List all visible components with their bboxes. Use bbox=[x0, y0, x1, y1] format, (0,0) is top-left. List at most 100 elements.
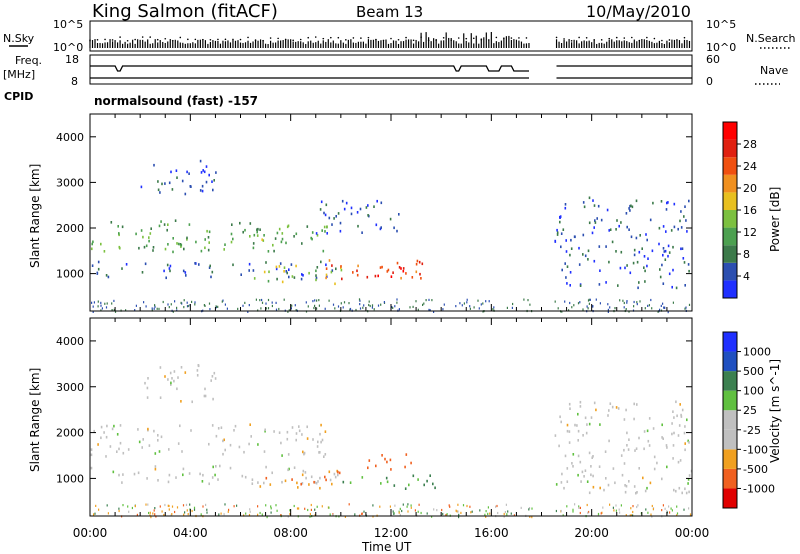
ground-scatter-cell bbox=[383, 301, 385, 304]
ground-scatter-cell bbox=[288, 309, 290, 312]
ground-scatter-cell bbox=[587, 511, 589, 514]
echo-cell bbox=[249, 423, 251, 426]
echo-cell bbox=[633, 253, 636, 257]
echo-cell bbox=[188, 472, 191, 475]
echo-cell bbox=[579, 405, 582, 408]
nsearch-point bbox=[638, 39, 641, 42]
echo-cell bbox=[615, 406, 618, 409]
echo-cell bbox=[562, 228, 565, 231]
echo-cell bbox=[576, 424, 578, 427]
echo-cell bbox=[306, 225, 309, 228]
echo-cell bbox=[381, 454, 383, 457]
ground-scatter-cell bbox=[484, 513, 486, 516]
nave-tick-low: 0 bbox=[706, 75, 713, 88]
ground-scatter-cell bbox=[193, 506, 196, 509]
echo-cell bbox=[620, 221, 622, 224]
ground-scatter-cell bbox=[531, 516, 533, 519]
ground-scatter-cell bbox=[145, 503, 147, 506]
echo-cell bbox=[357, 224, 359, 228]
ground-scatter-cell bbox=[393, 512, 395, 515]
ground-scatter-cell bbox=[205, 503, 207, 506]
ground-scatter-cell bbox=[95, 504, 97, 507]
echo-cell bbox=[573, 235, 576, 238]
echo-cell bbox=[561, 268, 563, 272]
ground-scatter-cell bbox=[368, 300, 370, 303]
ground-scatter-cell bbox=[371, 304, 374, 307]
ground-scatter-cell bbox=[377, 304, 380, 307]
ground-scatter-cell bbox=[183, 513, 185, 516]
x-tick-label: 04:00 bbox=[173, 526, 208, 540]
velocity-panel-frame bbox=[89, 317, 693, 517]
echo-cell bbox=[177, 242, 180, 246]
ground-scatter-cell bbox=[457, 503, 459, 506]
echo-cell bbox=[324, 430, 327, 433]
ground-scatter-cell bbox=[636, 301, 638, 304]
echo-cell bbox=[311, 237, 313, 241]
nsearch-point bbox=[600, 39, 603, 41]
ground-scatter-cell bbox=[170, 514, 172, 517]
power-colorbar-swatch bbox=[723, 139, 737, 158]
ground-scatter-cell bbox=[578, 506, 580, 509]
echo-cell bbox=[672, 268, 674, 272]
echo-cell bbox=[350, 206, 353, 210]
ground-scatter-cell bbox=[676, 505, 678, 508]
echo-cell bbox=[208, 241, 210, 244]
ground-scatter-cell bbox=[168, 504, 170, 508]
echo-cell bbox=[374, 274, 377, 278]
echo-cell bbox=[158, 224, 161, 228]
ground-scatter-cell bbox=[92, 310, 94, 313]
nsky-label: N.Sky bbox=[3, 32, 35, 45]
echo-cell bbox=[122, 473, 124, 476]
ground-scatter-cell bbox=[469, 505, 471, 508]
ground-scatter-cell bbox=[368, 303, 370, 307]
echo-cell bbox=[688, 441, 690, 444]
ground-scatter-cell bbox=[276, 509, 278, 512]
echo-cell bbox=[619, 266, 622, 270]
nsearch-point bbox=[247, 36, 249, 39]
ground-scatter-cell bbox=[471, 510, 473, 513]
echo-cell bbox=[665, 230, 667, 233]
echo-cell bbox=[588, 196, 591, 200]
x-tick-label: 00:00 bbox=[73, 526, 108, 540]
echo-cell bbox=[593, 204, 596, 207]
echo-cell bbox=[646, 238, 648, 242]
echo-cell bbox=[205, 165, 208, 168]
echo-cell bbox=[678, 424, 681, 427]
echo-cell bbox=[643, 255, 646, 258]
echo-cell bbox=[638, 467, 640, 470]
echo-cell bbox=[315, 278, 317, 282]
ground-scatter-cell bbox=[206, 508, 208, 511]
echo-cell bbox=[653, 455, 656, 459]
echo-cell bbox=[566, 480, 569, 483]
velocity-colorbar-swatch bbox=[723, 488, 737, 508]
ground-scatter-cell bbox=[98, 508, 100, 511]
velocity-colorbar: -1000 -500 -100 -25 25 100 500 1000 bbox=[722, 331, 775, 509]
ground-scatter-cell bbox=[473, 306, 475, 309]
echo-cell bbox=[386, 270, 389, 273]
echo-cell bbox=[300, 277, 303, 281]
ground-scatter-cell bbox=[609, 306, 611, 309]
echo-cell bbox=[581, 470, 584, 474]
echo-cell bbox=[680, 226, 683, 229]
nsearch-point bbox=[593, 39, 595, 41]
echo-cell bbox=[559, 415, 561, 419]
echo-cell bbox=[164, 182, 166, 185]
echo-cell bbox=[569, 271, 572, 274]
nsearch-point bbox=[472, 37, 475, 40]
echo-cell bbox=[219, 464, 221, 468]
echo-cell bbox=[248, 269, 250, 272]
nsearch-point bbox=[141, 36, 144, 38]
ground-scatter-cell bbox=[168, 306, 170, 309]
echo-cell bbox=[281, 454, 283, 457]
echo-cell bbox=[620, 250, 623, 254]
echo-cell bbox=[169, 371, 172, 375]
echo-cell bbox=[202, 169, 204, 172]
ground-scatter-cell bbox=[660, 304, 662, 307]
ground-scatter-cell bbox=[684, 307, 686, 310]
echo-cell bbox=[145, 244, 148, 248]
echo-cell bbox=[356, 269, 358, 273]
ground-scatter-cell bbox=[461, 304, 463, 307]
ground-scatter-cell bbox=[153, 509, 155, 512]
nsearch-point bbox=[104, 38, 106, 41]
echo-cell bbox=[232, 237, 234, 241]
